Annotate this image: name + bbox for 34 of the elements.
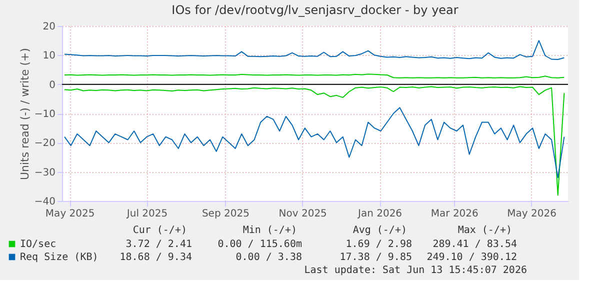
text: 249.10 / 390.12: [426, 252, 517, 263]
y-tick-label: 0: [49, 80, 56, 91]
text: Min (-/+): [242, 225, 297, 236]
y-axis-title: Units read (-) / write (+): [18, 48, 32, 180]
line-series: [64, 86, 565, 196]
legend-label: Req Size (KB): [20, 252, 98, 263]
line-series: [64, 107, 565, 178]
line-series: [64, 40, 565, 60]
text: 3.72 / 2.41: [126, 239, 192, 250]
x-tick-label: Jan 2026: [356, 208, 402, 220]
y-tick-label: −40: [34, 196, 56, 208]
legend-label: IO/sec: [20, 239, 56, 250]
y-tick-label: 10: [42, 50, 56, 62]
x-tick-label: May 2026: [507, 208, 556, 220]
y-tick-label: −30: [34, 167, 56, 178]
text: 0.00 / 3.38: [236, 252, 302, 263]
x-tick-label: Mar 2026: [430, 208, 478, 220]
chart-title: IOs for /dev/rootvg/lv_senjasrv_docker - by year: [172, 3, 458, 17]
text: 1.69 / 2.98: [346, 239, 412, 250]
text: Cur (-/+): [132, 225, 187, 236]
y-tick-label: −20: [34, 138, 56, 150]
text: 289.41 / 83.54: [432, 239, 517, 250]
text: Last update: Sat Jun 13 15:45:07 2026: [304, 265, 527, 276]
x-tick-label: Jul 2025: [126, 208, 168, 220]
x-tick-label: May 2025: [45, 208, 95, 220]
y-tick-label: −10: [34, 109, 56, 120]
x-tick-label: Nov 2025: [278, 208, 327, 220]
text: 0.00 / 115.60m: [218, 239, 302, 250]
text: 17.38 / 9.85: [340, 252, 412, 263]
text: Avg (-/+): [352, 225, 407, 236]
text: 18.68 / 9.34: [120, 252, 192, 263]
x-tick-label: Sep 2025: [202, 208, 250, 220]
text: Max (-/+): [458, 225, 512, 236]
y-tick-label: 20: [42, 22, 56, 32]
